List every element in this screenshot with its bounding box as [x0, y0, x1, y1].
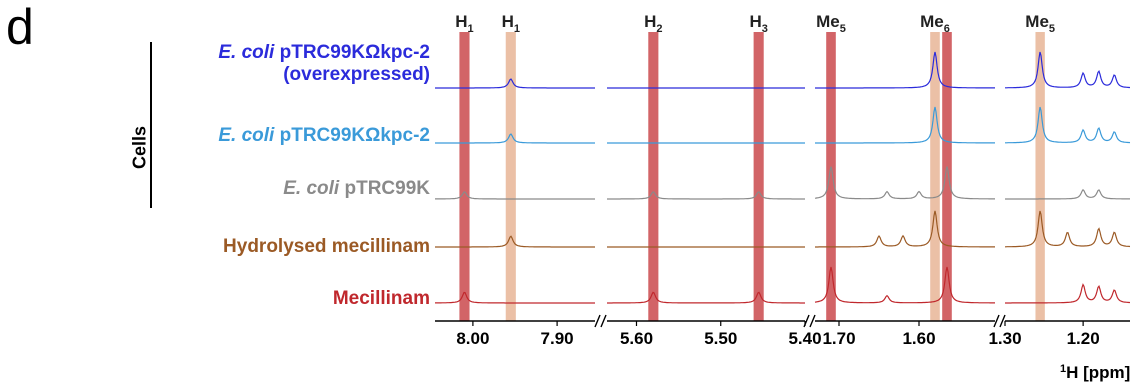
sample-label-2: E. coli pTRC99KΩkpc-2: [218, 125, 430, 147]
sample-label-3-italic: E. coli: [283, 178, 340, 199]
spectrum-trace-3-seg-1: [435, 191, 595, 200]
highlight-band-3: [648, 32, 659, 321]
sample-label-1: E. coli pTRC99KΩkpc-2 (overexpressed): [218, 42, 430, 86]
sample-label-1-italic: E. coli: [218, 42, 275, 63]
sample-label-1-line2: (overexpressed): [283, 64, 430, 85]
x-axis-title: 1H [ppm]: [1060, 363, 1130, 382]
axis-break-1: [594, 314, 607, 328]
sample-label-5-text: Mecillinam: [332, 288, 430, 309]
x-tick-label-1-2: 7.90: [541, 329, 574, 348]
spectrum-trace-3-seg-4: [1005, 188, 1130, 200]
panel-label: d: [6, 0, 34, 55]
spectrum-trace-2-seg-1: [435, 133, 595, 144]
spectrum-trace-4-seg-4: [1005, 210, 1131, 248]
sample-label-2-text: pTRC99KΩkpc-2: [274, 125, 430, 146]
spectrum-trace-5-seg-3: [814, 266, 995, 304]
band-label-5: Me5: [816, 12, 846, 35]
group-bracket: [150, 42, 152, 208]
x-tick-label-2-3: 5.40: [788, 329, 821, 348]
spectrum-trace-2-seg-3: [815, 106, 995, 144]
spectrum-trace-4-seg-3: [815, 210, 995, 248]
sample-label-2-italic: E. coli: [218, 125, 275, 146]
x-tick-label-2-2: 5.50: [704, 329, 737, 348]
axis-break-3: [993, 314, 1006, 328]
spectrum-trace-1-seg-3: [815, 51, 995, 89]
highlight-band-6: [930, 32, 940, 321]
sample-label-4-text: Hydrolysed mecillinam: [223, 236, 430, 257]
highlight-band-1: [459, 32, 470, 321]
spectrum-trace-3-seg-2: [607, 191, 805, 200]
spectrum-trace-1-seg-4: [1005, 51, 1130, 89]
highlight-band-8: [1035, 32, 1045, 321]
x-tick-label-3-2: 1.60: [902, 329, 935, 348]
highlight-band-4: [753, 32, 764, 321]
sample-label-3: E. coli pTRC99K: [283, 178, 430, 200]
x-tick-label-3-1: 1.70: [822, 329, 855, 348]
spectrum-trace-2-seg-4: [1005, 106, 1131, 144]
x-tick-label-1-1: 8.00: [456, 329, 489, 348]
band-label-3: H2: [644, 12, 662, 35]
band-label-2: H1: [502, 12, 520, 35]
band-label-6: Me6: [920, 12, 950, 35]
highlight-band-5: [826, 32, 836, 321]
spectrum-trace-5-seg-2: [607, 291, 805, 304]
x-tick-label-4-1: 1.30: [988, 329, 1021, 348]
spectrum-trace-5-seg-1: [435, 291, 595, 304]
spectrum-trace-1-seg-1: [435, 78, 595, 89]
sample-label-1-text: pTRC99KΩkpc-2: [274, 42, 430, 63]
sample-label-4: Hydrolysed mecillinam: [223, 236, 430, 258]
x-tick-label-2-1: 5.60: [620, 329, 653, 348]
spectrum-trace-3-seg-3: [814, 166, 995, 200]
sample-label-3-text: pTRC99K: [339, 178, 430, 199]
x-tick-label-4-2: 1.20: [1067, 329, 1100, 348]
band-label-8: Me5: [1025, 12, 1055, 35]
highlight-band-2: [505, 32, 516, 321]
spectrum-trace-4-seg-1: [435, 235, 595, 248]
band-label-4: H3: [749, 12, 767, 35]
sample-label-5: Mecillinam: [333, 288, 430, 310]
highlight-band-7: [942, 32, 952, 321]
axis-break-2: [803, 314, 816, 328]
spectrum-trace-5-seg-4: [1005, 283, 1130, 304]
band-label-1: H1: [455, 12, 473, 35]
